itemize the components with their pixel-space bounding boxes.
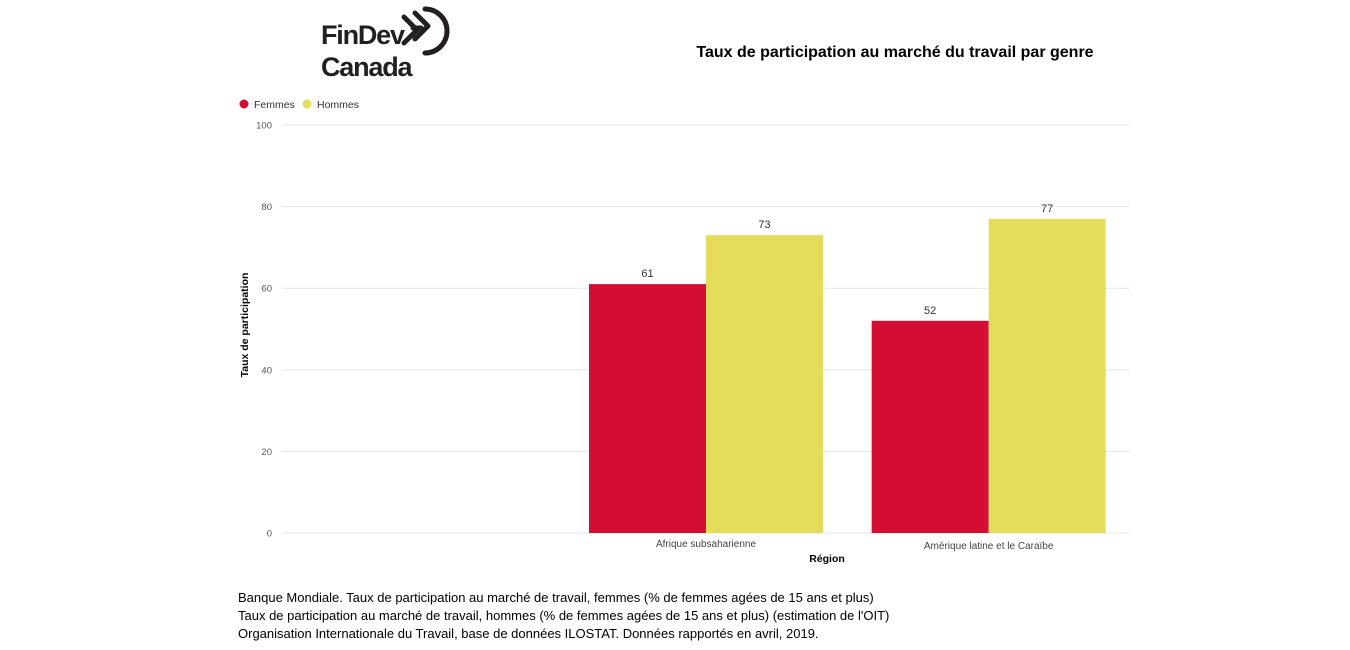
legend: Femmes Hommes [239,99,359,111]
logo-mark-icon [401,6,450,56]
legend-swatch-femmes [239,99,249,109]
y-axis-ticks: 0 20 40 60 80 100 [256,121,272,540]
chart-title: Taux de participation au marché du trava… [696,44,1094,61]
bar-labels: 61 73 52 77 [641,203,1053,317]
bar-value-label: 73 [758,219,770,231]
source-line: Taux de participation au marché de trava… [238,608,890,623]
bars [589,218,1106,533]
findev-canada-logo: FinDev Canada [321,6,450,80]
bar-femmes [871,320,989,533]
source-line: Organisation Internationale du Travail, … [238,626,819,641]
y-tick-label: 20 [261,447,272,458]
y-tick-label: 40 [261,365,272,376]
bar-hommes [988,218,1106,533]
bar-value-label: 77 [1041,203,1053,215]
legend-swatch-hommes [302,99,312,109]
y-tick-label: 0 [267,529,272,540]
logo-text-line1: FinDev [321,20,405,50]
bar-hommes [706,235,823,533]
x-axis-title: Région [809,553,845,565]
source-notes: Banque Mondiale. Taux de participation a… [238,589,889,643]
x-axis-categories: Afrique subsaharienne Amérique latine et … [656,539,1054,552]
y-axis-title: Taux de participation [239,273,251,378]
legend-label: Femmes [254,99,295,111]
bar-value-label: 52 [924,305,936,317]
y-tick-label: 80 [261,202,272,213]
logo-text-line2: Canada [321,52,414,80]
x-category-label: Afrique subsaharienne [656,539,757,550]
bar-femmes [589,284,706,533]
bar-value-label: 61 [641,268,653,280]
x-category-label: Amérique latine et le Caraïbe [924,541,1054,552]
y-tick-label: 100 [256,121,272,132]
legend-label: Hommes [317,99,359,111]
source-line: Banque Mondiale. Taux de participation a… [238,590,874,605]
bar-chart: 0 20 40 60 80 100 61 73 52 77 Afrique subsaharie… [239,99,1130,565]
y-tick-label: 60 [261,284,272,295]
